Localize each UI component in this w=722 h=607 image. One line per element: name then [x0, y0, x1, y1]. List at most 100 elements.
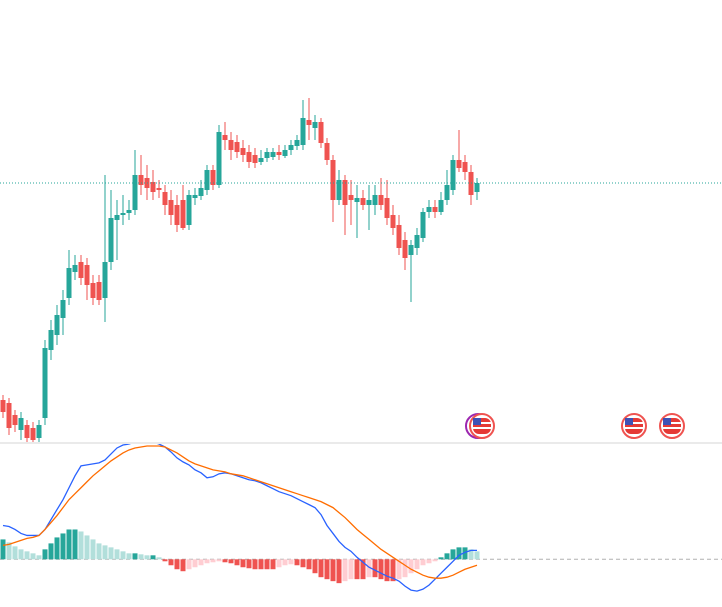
candle-body [462, 162, 468, 172]
histogram-bar [240, 559, 246, 568]
histogram-bar [30, 553, 36, 560]
histogram-bar [294, 559, 300, 566]
histogram-bar [390, 559, 396, 582]
histogram-bar [180, 559, 186, 572]
histogram-bar [120, 551, 126, 560]
candle-body [414, 235, 420, 248]
histogram-bar [210, 559, 216, 563]
histogram-bar [354, 559, 360, 580]
histogram-bar [114, 549, 120, 560]
event-icon[interactable] [659, 413, 685, 439]
candle-body [240, 148, 246, 155]
candle-body [432, 207, 438, 212]
candle-body [438, 200, 444, 212]
candle-body [234, 142, 240, 152]
candle-body [42, 348, 48, 418]
histogram-bar [252, 559, 258, 570]
candle-body [306, 120, 312, 125]
histogram-bar [432, 559, 438, 562]
candle-body [228, 140, 234, 150]
candle-body [324, 143, 330, 160]
histogram-bar [126, 553, 132, 560]
histogram-bar [306, 559, 312, 570]
histogram-bar [24, 551, 30, 560]
candle-body [24, 425, 30, 438]
candle-body [408, 245, 414, 255]
candle-body [156, 188, 162, 190]
candle-body [102, 262, 108, 298]
macd-line [2, 444, 477, 592]
histogram-bar [450, 549, 456, 560]
histogram-bar [48, 543, 54, 560]
candle-body [420, 212, 426, 238]
histogram-bar [72, 529, 78, 560]
candle-body [444, 185, 450, 200]
histogram-bar [426, 559, 432, 564]
histogram-bar [222, 559, 228, 563]
histogram-bar [318, 559, 324, 578]
candle-body [402, 240, 408, 258]
histogram-bar [378, 559, 384, 580]
histogram-bar [84, 535, 90, 560]
macd-line [2, 445, 478, 579]
candle-body [258, 158, 264, 162]
histogram-bar [60, 533, 66, 560]
histogram-bar [462, 547, 468, 560]
candle-body [336, 180, 342, 200]
candle-body [384, 198, 390, 218]
candle-body [36, 425, 42, 438]
candle-body [210, 170, 216, 185]
candle-body [198, 188, 204, 196]
candle-body [168, 200, 174, 215]
candle-body [456, 160, 462, 168]
candle-body [390, 215, 396, 228]
histogram-bar [102, 545, 108, 560]
histogram-bar [360, 559, 366, 580]
candle-body [426, 207, 432, 212]
histogram-bar [108, 547, 114, 560]
histogram-bar [66, 529, 72, 560]
histogram-bar [156, 557, 162, 560]
histogram-bar [192, 559, 198, 568]
candle-body [318, 122, 324, 143]
histogram-bar [132, 553, 138, 560]
histogram-bar [246, 559, 252, 569]
candle-body [150, 182, 156, 192]
histogram-bar [162, 559, 168, 562]
histogram-bar [288, 559, 294, 565]
histogram-bar [444, 553, 450, 560]
histogram-bar [54, 537, 60, 560]
histogram-bar [330, 559, 336, 582]
candle-body [450, 160, 456, 190]
histogram-bar [420, 559, 426, 566]
candle-body [48, 330, 54, 350]
candle-body [300, 118, 306, 145]
histogram-bar [186, 559, 192, 570]
histogram-bar [348, 559, 354, 580]
candle-body [186, 195, 192, 225]
candle-body [312, 122, 318, 128]
candle-body [474, 183, 480, 192]
macd-lines [2, 444, 478, 592]
event-icon[interactable] [465, 413, 495, 439]
candle-body [54, 315, 60, 335]
candle-body [96, 282, 102, 300]
candle-body [126, 210, 132, 213]
histogram-bar [150, 555, 156, 560]
candle-body [360, 198, 366, 205]
event-icon[interactable] [621, 413, 647, 439]
candle-body [162, 192, 168, 205]
histogram-bar [258, 559, 264, 570]
candle-body [372, 195, 378, 205]
candle-body [66, 268, 72, 298]
candle-body [246, 152, 252, 162]
candle-body [90, 283, 96, 298]
histogram-bar [276, 559, 282, 568]
histogram-bar [312, 559, 318, 574]
candle-body [270, 152, 276, 157]
histogram-bar [408, 559, 414, 574]
histogram-bar [402, 559, 408, 578]
